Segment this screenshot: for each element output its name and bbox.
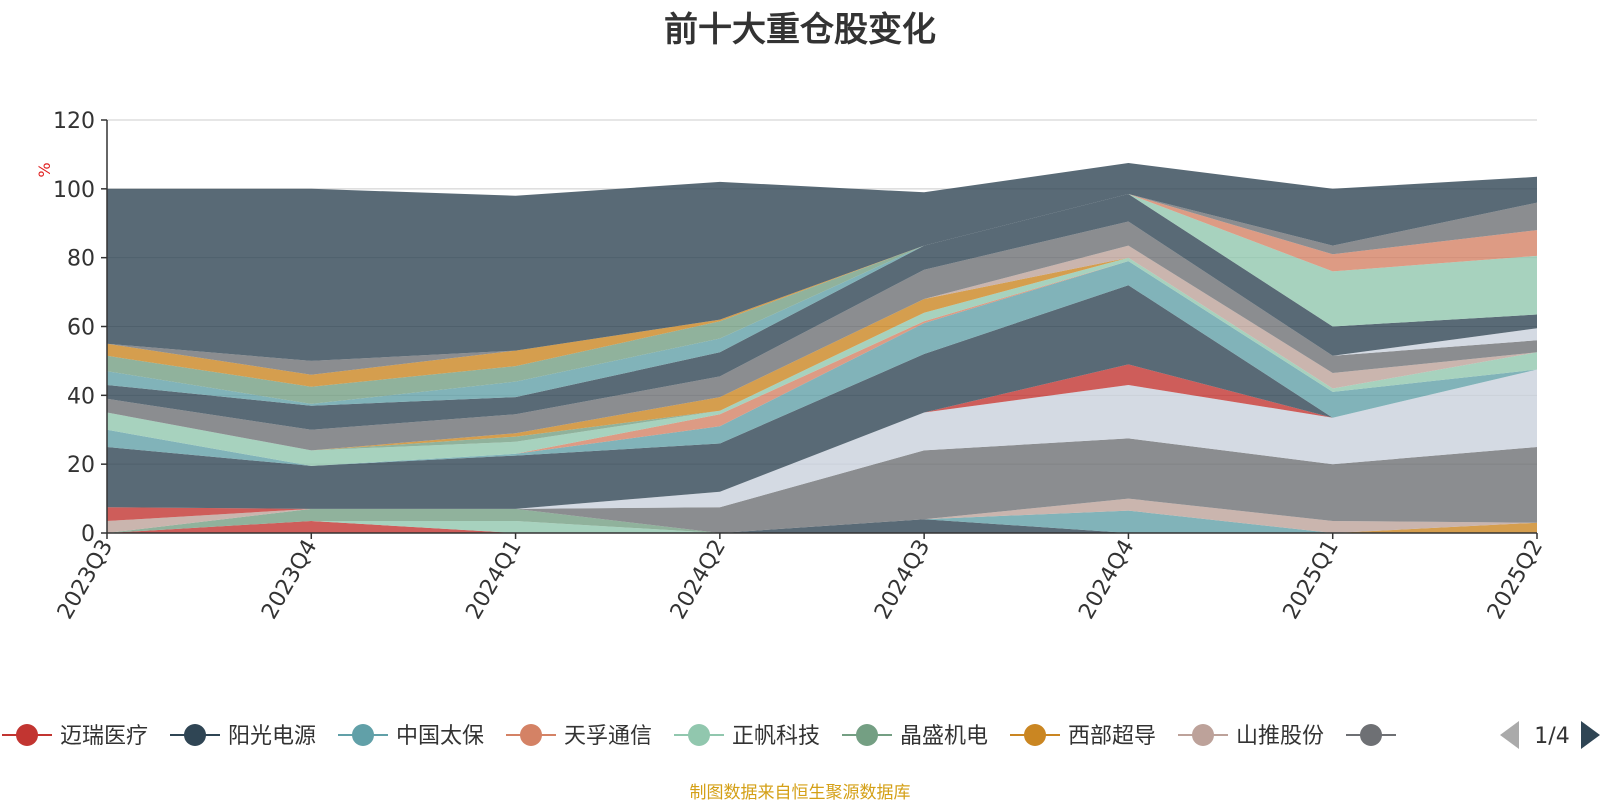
x-tick-label: 2025Q2 xyxy=(1483,536,1548,624)
legend-label: 天孚通信 xyxy=(564,724,652,749)
area-series[interactable] xyxy=(107,194,1537,387)
x-tick-label: 2024Q4 xyxy=(1074,536,1139,624)
y-tick-label: 40 xyxy=(67,384,95,409)
legend-label: 正帆科技 xyxy=(732,724,820,749)
legend-item[interactable]: 正帆科技 xyxy=(674,724,820,749)
legend-label: 晶盛机电 xyxy=(900,724,988,749)
x-tick-label: 2024Q1 xyxy=(461,536,526,624)
legend-marker xyxy=(1024,724,1046,746)
x-tick-label: 2024Q3 xyxy=(870,536,935,624)
legend-marker xyxy=(856,724,878,746)
y-tick-label: 20 xyxy=(67,453,95,478)
legend-pager: 1/4 xyxy=(1500,721,1600,749)
area-series[interactable] xyxy=(107,369,1537,522)
area-series[interactable] xyxy=(107,510,1537,533)
legend-label: 西部超导 xyxy=(1068,724,1156,749)
area-series[interactable] xyxy=(107,285,1537,509)
legend-item[interactable]: 天孚通信 xyxy=(506,724,652,749)
area-series[interactable] xyxy=(107,194,1537,404)
y-tick-label: 0 xyxy=(81,522,95,547)
area-series[interactable] xyxy=(107,498,1537,533)
legend-item[interactable]: 西部超导 xyxy=(1010,724,1156,749)
legend-item[interactable] xyxy=(1346,724,1396,746)
legend-item[interactable]: 山推股份 xyxy=(1178,724,1324,749)
chart-title: 前十大重仓股变化 xyxy=(664,10,936,50)
y-axis-label: % xyxy=(35,162,54,177)
legend-marker xyxy=(520,724,542,746)
x-tick-label: 2025Q1 xyxy=(1279,536,1344,624)
legend-item[interactable]: 晶盛机电 xyxy=(842,724,988,749)
legend-label: 中国太保 xyxy=(396,724,484,749)
legend-item[interactable]: 阳光电源 xyxy=(170,724,316,749)
legend-item[interactable]: 迈瑞医疗 xyxy=(2,724,148,749)
area-series[interactable] xyxy=(107,508,1537,533)
source-footer: 制图数据来自恒生聚源数据库 xyxy=(689,783,911,803)
area-series[interactable] xyxy=(107,508,1537,533)
legend-marker xyxy=(1360,724,1382,746)
y-tick-label: 120 xyxy=(53,109,95,134)
area-layer xyxy=(107,163,1537,533)
legend-item[interactable]: 中国太保 xyxy=(338,724,484,749)
legend-prev-icon[interactable] xyxy=(1500,721,1519,749)
legend-label: 山推股份 xyxy=(1236,724,1324,749)
area-series[interactable] xyxy=(107,510,1537,533)
legend-next-icon[interactable] xyxy=(1581,721,1600,749)
area-series[interactable] xyxy=(107,194,1537,375)
legend-page-indicator: 1/4 xyxy=(1534,724,1569,749)
area-series[interactable] xyxy=(107,261,1537,466)
y-tick-label: 80 xyxy=(67,247,95,272)
area-series[interactable] xyxy=(107,521,1537,533)
legend: 迈瑞医疗 阳光电源 中国太保 天孚通信 正帆科技 晶盛机电 西部超导 山推股份 xyxy=(2,724,1396,749)
legend-label: 阳光电源 xyxy=(228,724,316,749)
legend-label: 迈瑞医疗 xyxy=(60,724,148,749)
area-series[interactable] xyxy=(107,438,1537,533)
x-tick-label: 2024Q2 xyxy=(666,536,731,624)
x-tick-label: 2023Q4 xyxy=(257,536,322,624)
area-series[interactable] xyxy=(107,163,1537,361)
legend-marker xyxy=(352,724,374,746)
legend-marker xyxy=(184,724,206,746)
area-series[interactable] xyxy=(107,519,1537,533)
area-series[interactable] xyxy=(107,194,1537,430)
legend-marker xyxy=(1192,724,1214,746)
legend-marker xyxy=(688,724,710,746)
area-series[interactable] xyxy=(107,221,1537,451)
y-tick-label: 100 xyxy=(53,178,95,203)
legend-marker xyxy=(16,724,38,746)
y-tick-label: 60 xyxy=(67,316,95,341)
x-tick-label: 2023Q3 xyxy=(53,536,118,624)
area-series[interactable] xyxy=(107,257,1537,466)
area-series[interactable] xyxy=(107,257,1537,451)
